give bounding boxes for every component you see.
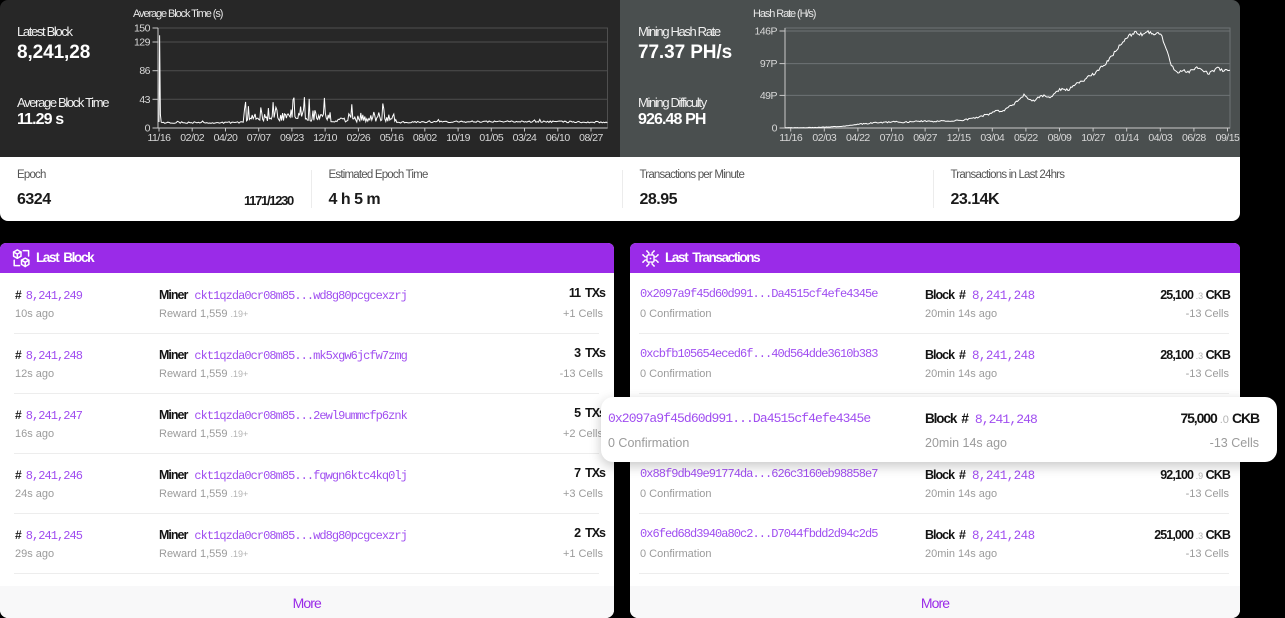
svg-text:12/10: 12/10 — [313, 132, 337, 144]
svg-text:11/16: 11/16 — [779, 132, 803, 144]
svg-text:08/02: 08/02 — [413, 132, 437, 144]
svg-text:05/16: 05/16 — [380, 132, 404, 144]
svg-text:02/26: 02/26 — [347, 132, 371, 144]
svg-text:09/15: 09/15 — [1216, 132, 1240, 144]
svg-text:07/07: 07/07 — [247, 132, 271, 144]
svg-text:05/22: 05/22 — [1014, 132, 1038, 144]
svg-text:10/27: 10/27 — [1081, 132, 1105, 144]
svg-text:150: 150 — [134, 23, 151, 35]
svg-text:49P: 49P — [760, 90, 778, 102]
svg-text:06/10: 06/10 — [546, 132, 570, 144]
svg-text:04/20: 04/20 — [214, 132, 238, 144]
svg-text:Hash Rate (H/s): Hash Rate (H/s) — [753, 8, 816, 20]
svg-text:Average Block Time (s): Average Block Time (s) — [133, 8, 223, 20]
svg-text:07/10: 07/10 — [880, 132, 904, 144]
svg-text:04/03: 04/03 — [1148, 132, 1172, 144]
svg-text:09/23: 09/23 — [280, 132, 304, 144]
svg-text:0: 0 — [772, 123, 778, 135]
svg-text:01/14: 01/14 — [1115, 132, 1139, 144]
svg-text:08/09: 08/09 — [1048, 132, 1072, 144]
svg-text:09/27: 09/27 — [913, 132, 937, 144]
svg-text:03/24: 03/24 — [513, 132, 537, 144]
svg-text:08/27: 08/27 — [579, 132, 603, 144]
svg-text:43: 43 — [139, 94, 150, 106]
svg-text:01/05: 01/05 — [479, 132, 503, 144]
svg-text:11/16: 11/16 — [148, 132, 172, 144]
svg-text:02/03: 02/03 — [812, 132, 836, 144]
svg-text:146P: 146P — [754, 26, 777, 38]
svg-text:129: 129 — [134, 37, 151, 49]
svg-text:03/04: 03/04 — [980, 132, 1004, 144]
svg-text:02/02: 02/02 — [180, 132, 204, 144]
svg-text:12/15: 12/15 — [947, 132, 971, 144]
svg-text:86: 86 — [139, 65, 150, 77]
svg-text:06/28: 06/28 — [1182, 132, 1206, 144]
svg-text:0: 0 — [145, 123, 151, 135]
svg-text:10/19: 10/19 — [446, 132, 470, 144]
svg-text:97P: 97P — [760, 58, 778, 70]
svg-text:04/22: 04/22 — [846, 132, 870, 144]
